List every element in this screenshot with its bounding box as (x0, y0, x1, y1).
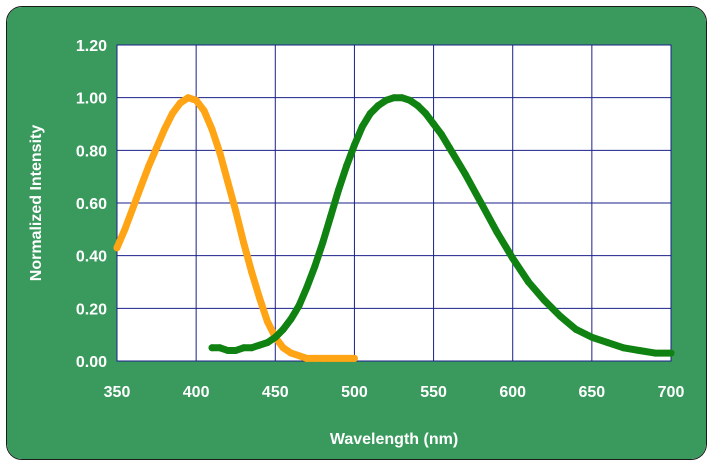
data-point (256, 294, 263, 302)
data-point (263, 318, 271, 325)
data-point (327, 212, 335, 220)
data-point (240, 344, 248, 352)
chart: 350 400 450 500 550 600 650 700 0.00 0.20 0.40 0.6… (7, 7, 706, 459)
data-point (414, 102, 422, 110)
data-point (651, 349, 659, 357)
data-point (176, 99, 184, 107)
data-point (525, 278, 532, 286)
chart-frame: 350 400 450 500 550 600 650 700 0.00 0.20 0.40 0.6… (6, 6, 707, 460)
data-point (295, 352, 303, 360)
data-point (667, 349, 675, 357)
data-point (604, 339, 612, 347)
data-point (311, 354, 319, 362)
data-point (430, 120, 438, 128)
y-tick-label: 0.80 (76, 143, 107, 160)
data-point (263, 339, 271, 347)
data-point (248, 344, 255, 352)
data-point (445, 144, 453, 152)
x-tick-label: 600 (499, 384, 526, 401)
data-point (461, 170, 469, 178)
data-point (343, 354, 350, 362)
data-point (121, 225, 129, 233)
data-point (200, 107, 208, 115)
y-axis-title: Normalized Intensity (28, 125, 45, 282)
data-point (271, 333, 279, 341)
y-tick-label: 0.00 (76, 354, 107, 371)
y-tick-label: 1.00 (76, 91, 107, 108)
data-point (319, 239, 327, 246)
x-tick-label: 500 (341, 384, 368, 401)
data-point (303, 354, 311, 362)
x-tick-label: 650 (579, 384, 606, 401)
data-point (335, 186, 343, 194)
data-point (620, 344, 627, 352)
data-point (224, 347, 232, 354)
y-tick-label: 0.40 (76, 249, 107, 266)
data-point (137, 183, 145, 191)
data-point (556, 312, 564, 320)
data-point (311, 262, 319, 270)
data-point (509, 254, 517, 262)
data-point (279, 325, 287, 333)
x-tick-label: 350 (104, 384, 131, 401)
y-tick-label: 0.20 (76, 301, 107, 318)
data-point (382, 96, 390, 104)
data-point (335, 354, 343, 362)
data-point (540, 296, 548, 304)
data-point (240, 239, 248, 246)
data-point (343, 162, 350, 170)
x-tick-label: 550 (420, 384, 447, 401)
x-tick-labels: 350 400 450 500 550 600 650 700 (104, 384, 685, 401)
data-point (184, 94, 192, 102)
data-point (477, 199, 485, 207)
data-point (224, 178, 232, 186)
data-point (248, 268, 255, 275)
data-point (168, 110, 176, 117)
grid-lines (116, 44, 672, 362)
data-point (232, 207, 240, 215)
y-tick-label: 0.60 (76, 196, 107, 213)
data-point (113, 244, 121, 252)
data-point (635, 347, 643, 354)
data-point (390, 94, 398, 102)
x-tick-label: 450 (262, 384, 289, 401)
data-point (216, 149, 224, 157)
data-point (232, 347, 240, 354)
data-point (358, 123, 366, 131)
y-tick-labels: 0.00 0.20 0.40 0.60 0.80 1.00 1.20 (76, 38, 107, 371)
data-point (422, 110, 430, 117)
data-point (398, 94, 406, 102)
data-point (216, 344, 224, 352)
data-point (366, 110, 374, 117)
data-point (588, 333, 596, 341)
data-point (327, 354, 335, 362)
data-point (287, 349, 295, 357)
data-point (208, 344, 216, 352)
data-point (493, 228, 501, 236)
data-point (129, 204, 137, 212)
data-point (438, 131, 445, 138)
data-point (319, 354, 327, 362)
x-tick-label: 700 (658, 384, 685, 401)
data-point (374, 102, 382, 110)
data-point (287, 315, 295, 323)
x-tick-label: 400 (183, 384, 210, 401)
data-point (208, 125, 216, 133)
data-point (350, 141, 358, 149)
data-point (192, 96, 200, 104)
data-point (406, 96, 414, 104)
data-point (572, 325, 580, 333)
data-point (161, 125, 168, 133)
data-point (145, 162, 153, 170)
data-point (153, 144, 161, 152)
y-tick-label: 1.20 (76, 38, 107, 55)
data-point (350, 354, 358, 362)
data-point (279, 344, 287, 352)
data-point (303, 283, 311, 291)
series-layer (113, 94, 675, 362)
data-point (256, 341, 263, 349)
data-point (295, 302, 303, 310)
x-axis-title: Wavelength (nm) (330, 431, 458, 448)
